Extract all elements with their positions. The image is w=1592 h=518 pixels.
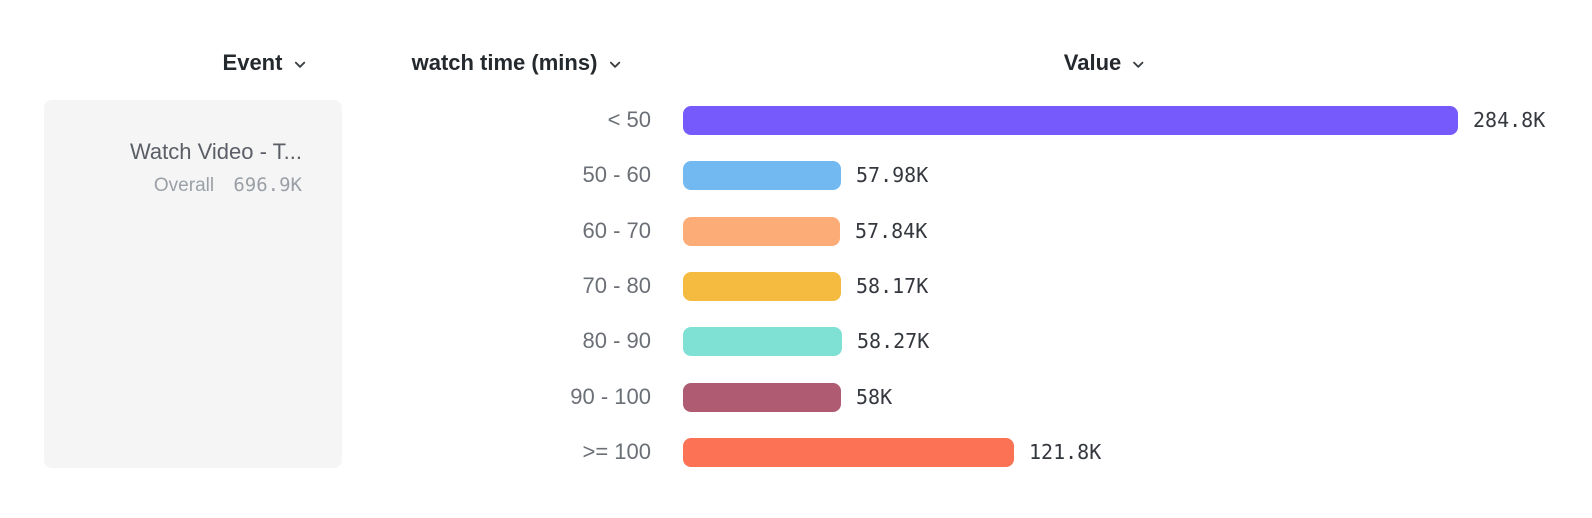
bar-value-label: 284.8K <box>1473 108 1546 132</box>
column-header-event[interactable]: Event <box>223 48 308 78</box>
column-header-breakdown-label: watch time (mins) <box>411 50 598 75</box>
bar-value-label: 58K <box>856 385 893 409</box>
event-overall: Overall 696.9K <box>44 173 302 198</box>
bucket-label: 90 - 100 <box>570 384 651 409</box>
bar-value-label: 121.8K <box>1029 440 1102 464</box>
bucket-label: 70 - 80 <box>582 273 652 298</box>
chevron-down-icon <box>1131 57 1146 72</box>
bar-row: < 50 284.8K <box>0 105 1592 135</box>
bucket-label: 60 - 70 <box>582 218 652 243</box>
column-header-breakdown[interactable]: watch time (mins) <box>412 48 623 78</box>
bucket-label: >= 100 <box>582 439 651 464</box>
chevron-down-icon <box>607 57 622 72</box>
bar-value-label: 57.98K <box>856 163 929 187</box>
bar-value-label: 58.17K <box>856 274 929 298</box>
value-bar[interactable] <box>683 106 1458 135</box>
event-title: Watch Video - T... <box>129 139 302 164</box>
bar-row: 70 - 80 58.17K <box>0 271 1592 301</box>
bar-value-label: 57.84K <box>855 219 928 243</box>
event-card[interactable]: Watch Video - T... Overall 696.9K <box>44 100 342 468</box>
value-bar[interactable] <box>683 272 841 301</box>
bar-row: 60 - 70 57.84K <box>0 216 1592 246</box>
bar-row: >= 100 121.8K <box>0 437 1592 467</box>
value-bar[interactable] <box>683 161 841 190</box>
bar-row: 50 - 60 57.98K <box>0 160 1592 190</box>
bar-row: 90 - 100 58K <box>0 382 1592 412</box>
bar-row: 80 - 90 58.27K <box>0 326 1592 356</box>
value-bar[interactable] <box>683 383 841 412</box>
overall-value: 696.9K <box>233 174 302 196</box>
column-header-event-label: Event <box>222 50 283 75</box>
value-bar[interactable] <box>683 217 840 246</box>
value-bar[interactable] <box>683 327 842 356</box>
chevron-down-icon <box>292 57 307 72</box>
value-bar[interactable] <box>683 438 1014 467</box>
bucket-label: 50 - 60 <box>582 162 652 187</box>
bucket-label: < 50 <box>607 107 651 132</box>
bucket-label: 80 - 90 <box>582 328 652 353</box>
bar-value-label: 58.27K <box>857 329 930 353</box>
overall-label: Overall <box>153 175 215 196</box>
column-header-value-label: Value <box>1063 50 1122 75</box>
column-header-value[interactable]: Value <box>1064 48 1146 78</box>
